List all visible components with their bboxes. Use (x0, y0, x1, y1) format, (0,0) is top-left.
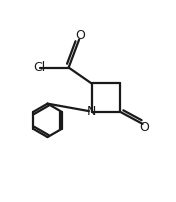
Text: N: N (87, 105, 96, 118)
Text: Cl: Cl (33, 61, 46, 74)
Text: O: O (139, 121, 149, 134)
Text: O: O (76, 29, 86, 42)
